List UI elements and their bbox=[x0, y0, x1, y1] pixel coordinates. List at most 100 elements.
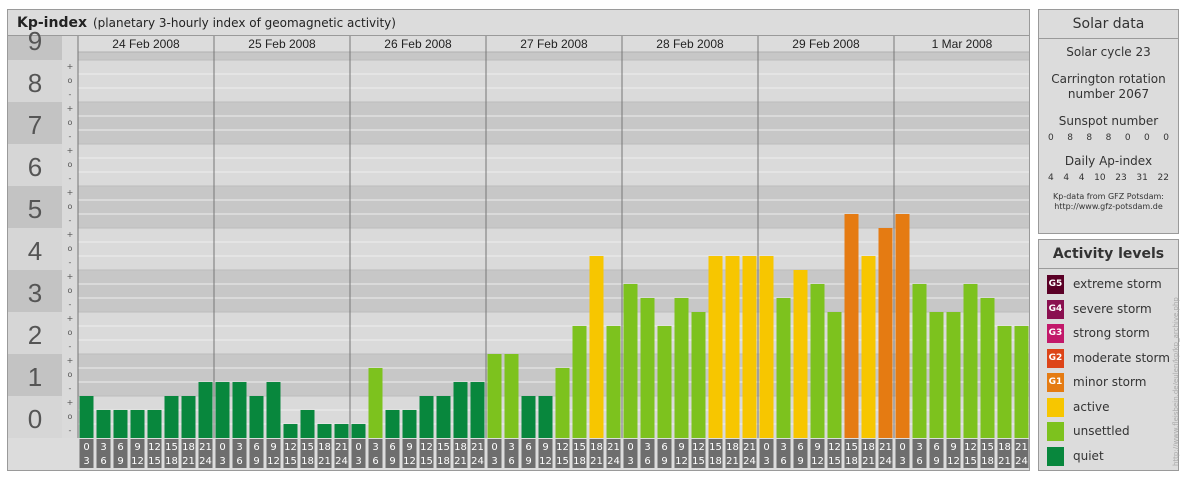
ap-index-title: Daily Ap-index bbox=[1064, 154, 1153, 168]
day-label: 26 Feb 2008 bbox=[384, 37, 452, 51]
time-slot-end: 9 bbox=[389, 456, 395, 467]
day-label: 27 Feb 2008 bbox=[520, 37, 588, 51]
time-slot-start: 12 bbox=[556, 442, 569, 453]
time-slot-cell bbox=[181, 439, 196, 468]
minor-mark: - bbox=[69, 258, 72, 267]
kp-bar bbox=[980, 298, 995, 438]
kp-bar bbox=[283, 424, 298, 438]
legend-swatch: G3 bbox=[1047, 324, 1064, 343]
time-slot-end: 24 bbox=[607, 456, 620, 467]
time-slot-end: 24 bbox=[1015, 456, 1028, 467]
legend-label: unsettled bbox=[1073, 424, 1130, 438]
time-slot-end: 15 bbox=[556, 456, 569, 467]
ytick-label: 5 bbox=[28, 194, 42, 224]
time-slot-start: 21 bbox=[1015, 442, 1028, 453]
kp-bar bbox=[419, 396, 434, 438]
kp-bar bbox=[759, 256, 774, 438]
time-slot-start: 12 bbox=[284, 442, 297, 453]
time-slot-cell bbox=[79, 439, 94, 468]
ap-index-value: 4 bbox=[1078, 173, 1085, 183]
kp-bar bbox=[623, 283, 638, 438]
time-slot-end: 15 bbox=[284, 456, 297, 467]
source-link[interactable]: http://www.gfz-potsdam.de bbox=[1054, 202, 1163, 211]
sunspot-value: 0 bbox=[1124, 133, 1131, 143]
time-slot-start: 18 bbox=[590, 442, 603, 453]
time-slot-end: 21 bbox=[318, 456, 331, 467]
kp-bar bbox=[385, 409, 400, 438]
time-slot-start: 6 bbox=[253, 442, 259, 453]
time-slot-end: 9 bbox=[661, 456, 667, 467]
minor-mark: - bbox=[69, 216, 72, 225]
ytick-cell bbox=[8, 102, 62, 144]
time-slot-cell bbox=[470, 439, 485, 468]
time-slot-end: 18 bbox=[709, 456, 722, 467]
time-slot-end: 9 bbox=[797, 456, 803, 467]
minor-mark: + bbox=[67, 62, 74, 71]
kp-bar bbox=[929, 312, 944, 438]
time-slot-end: 9 bbox=[117, 456, 123, 467]
time-slot-end: 21 bbox=[998, 456, 1011, 467]
time-slot-cell bbox=[878, 439, 893, 468]
minor-mark-column bbox=[62, 36, 78, 438]
chart-title: Kp-index bbox=[17, 15, 87, 31]
time-slot-cell bbox=[113, 439, 128, 468]
time-slot-end: 3 bbox=[355, 456, 361, 467]
kp-bar bbox=[215, 382, 230, 438]
time-slot-end: 12 bbox=[539, 456, 552, 467]
legend-swatch: G4 bbox=[1047, 299, 1064, 319]
kp-bar bbox=[198, 382, 213, 438]
time-slot-cell bbox=[725, 439, 740, 468]
minor-mark: o bbox=[68, 202, 73, 211]
time-slot-start: 6 bbox=[797, 442, 803, 453]
time-slot-start: 12 bbox=[828, 442, 841, 453]
ap-index-value: 23 bbox=[1115, 173, 1127, 183]
ap-index-values: 4 4 4 10 23 31 22 bbox=[1039, 173, 1178, 183]
minor-mark: o bbox=[68, 412, 73, 421]
time-slot-end: 18 bbox=[981, 456, 994, 467]
kp-bar bbox=[776, 298, 791, 438]
minor-mark: + bbox=[67, 104, 74, 113]
time-slot-start: 0 bbox=[627, 442, 633, 453]
time-slot-start: 3 bbox=[644, 442, 650, 453]
time-slot-cell bbox=[759, 439, 774, 468]
time-slot-start: 15 bbox=[573, 442, 586, 453]
time-slot-start: 9 bbox=[542, 442, 548, 453]
carrington-line-1: Carrington rotation bbox=[1051, 72, 1166, 86]
kp-bar bbox=[317, 424, 332, 438]
time-slot-start: 0 bbox=[491, 442, 497, 453]
minor-mark: + bbox=[67, 146, 74, 155]
time-slot-start: 0 bbox=[355, 442, 361, 453]
minor-mark: + bbox=[67, 188, 74, 197]
sunspot-value: 0 bbox=[1144, 133, 1150, 143]
time-slot-cell bbox=[708, 439, 723, 468]
time-slot-cell bbox=[861, 439, 876, 468]
time-slot-start: 18 bbox=[726, 442, 739, 453]
time-slot-start: 9 bbox=[134, 442, 140, 453]
time-slot-end: 9 bbox=[253, 456, 259, 467]
kp-bar bbox=[1014, 325, 1029, 438]
legend-label: moderate storm bbox=[1073, 350, 1170, 365]
time-slot-start: 18 bbox=[454, 442, 467, 453]
time-slot-end: 6 bbox=[780, 456, 786, 467]
time-slot-start: 21 bbox=[199, 442, 212, 453]
ytick-cell bbox=[8, 186, 62, 228]
time-slot-start: 18 bbox=[182, 442, 195, 453]
kp-bar bbox=[436, 396, 451, 438]
time-slot-start: 15 bbox=[981, 442, 994, 453]
kp-bar bbox=[861, 256, 876, 438]
time-slot-cell bbox=[742, 439, 757, 468]
time-slot-start: 21 bbox=[607, 442, 620, 453]
minor-mark: + bbox=[67, 398, 74, 407]
kp-bar bbox=[487, 354, 502, 438]
kp-bar bbox=[402, 409, 417, 438]
time-slot-cell bbox=[538, 439, 553, 468]
ytick-cell bbox=[8, 144, 62, 186]
time-slot-end: 12 bbox=[267, 456, 280, 467]
time-slot-end: 3 bbox=[219, 456, 225, 467]
time-slot-end: 24 bbox=[335, 456, 348, 467]
ap-index-value: 4 bbox=[1063, 173, 1070, 183]
time-slot-start: 12 bbox=[420, 442, 433, 453]
time-slot-cell bbox=[572, 439, 587, 468]
time-slot-cell bbox=[674, 439, 689, 468]
time-slot-cell bbox=[691, 439, 706, 468]
